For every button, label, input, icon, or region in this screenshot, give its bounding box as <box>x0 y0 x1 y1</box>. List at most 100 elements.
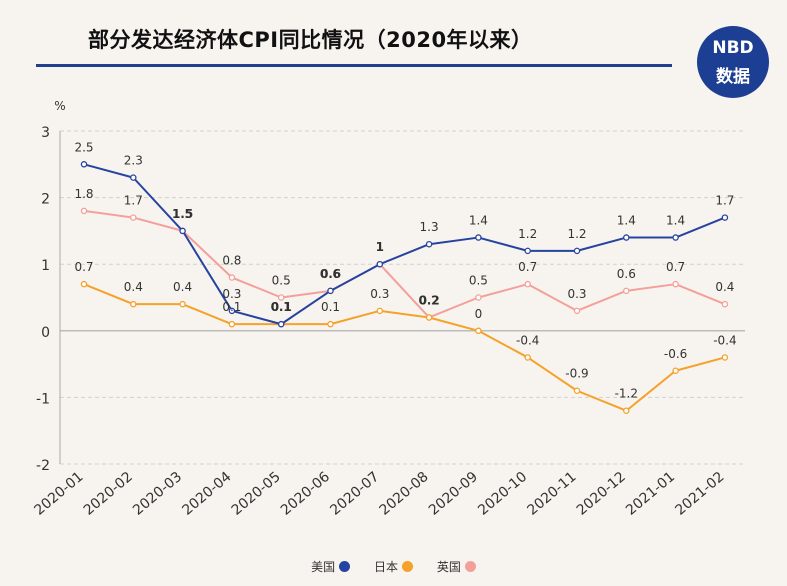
data-point-美国 <box>277 320 285 328</box>
legend-label-jp: 日本 <box>373 560 398 574</box>
data-point-美国 <box>672 234 679 241</box>
data-point-美国 <box>573 247 581 255</box>
data-label-日本: -0.9 <box>565 367 588 381</box>
data-label-日本: -0.4 <box>516 333 539 347</box>
series-line-日本 <box>83 283 726 412</box>
chart-title: 部分发达经济体CPI同比情况（2020年以来） <box>88 28 533 52</box>
x-tick-label: 2020-05 <box>229 469 284 519</box>
legend-item-jp: 日本 <box>374 558 413 575</box>
data-label-美国: 1.3 <box>420 220 439 234</box>
data-label-英国: 1.7 <box>124 194 143 208</box>
legend-label-uk: 英国 <box>436 560 461 574</box>
data-label-英国: 0.6 <box>321 267 340 281</box>
data-label-美国: 1.2 <box>518 227 537 241</box>
data-label-英国: 0.5 <box>469 274 488 288</box>
data-point-英国 <box>228 274 236 281</box>
data-point-日本 <box>672 367 679 375</box>
data-label-英国: 1.8 <box>74 187 93 201</box>
data-point-日本 <box>376 307 384 315</box>
data-point-日本 <box>573 387 581 394</box>
data-point-美国 <box>179 227 186 235</box>
legend-label-us: 美国 <box>311 560 336 574</box>
y-tick-label: 0 <box>41 325 50 341</box>
y-tick-label: -2 <box>36 458 50 474</box>
data-label-日本: 0.4 <box>124 280 143 294</box>
data-point-英国 <box>721 300 729 308</box>
x-tick-label: 2021-01 <box>623 469 678 519</box>
data-point-英国 <box>623 287 630 295</box>
x-tick-label: 2020-10 <box>475 469 530 519</box>
data-label-英国: 1.5 <box>173 207 192 221</box>
data-label-英国: 0.4 <box>715 280 734 294</box>
x-tick-label: 2020-02 <box>81 469 136 519</box>
x-tick-label: 2020-01 <box>31 469 86 519</box>
data-label-英国: 0.5 <box>272 274 291 288</box>
data-label-美国: 1.4 <box>666 214 685 228</box>
legend-item-uk: 英国 <box>437 558 476 575</box>
data-label-英国: 0.7 <box>666 260 685 274</box>
y-tick-label: 1 <box>41 258 50 274</box>
y-tick-label: -1 <box>36 391 50 407</box>
data-label-英国: 0.2 <box>420 293 439 307</box>
data-point-美国 <box>228 307 236 315</box>
data-point-日本 <box>179 300 186 308</box>
y-tick-label: 3 <box>41 125 50 141</box>
data-label-美国: 0.3 <box>222 287 241 301</box>
data-point-美国 <box>376 260 384 268</box>
data-point-日本 <box>228 320 236 328</box>
data-label-美国: 1 <box>376 240 384 254</box>
data-label-美国: 1.5 <box>172 207 193 221</box>
data-label-英国: 1 <box>376 240 384 254</box>
data-label-英国: 0.7 <box>518 260 537 274</box>
data-label-日本: 0.4 <box>173 280 192 294</box>
data-label-日本: 0.7 <box>74 260 93 274</box>
data-point-美国 <box>524 247 531 255</box>
data-label-日本: 0.3 <box>370 287 389 301</box>
data-point-英国 <box>80 207 88 215</box>
data-point-美国 <box>475 234 482 241</box>
data-label-美国: 2.5 <box>74 140 93 154</box>
data-point-英国 <box>130 214 137 221</box>
data-label-美国: 1.4 <box>617 214 636 228</box>
series-line-英国 <box>83 209 726 319</box>
data-point-英国 <box>672 280 679 288</box>
data-label-美国: 0.6 <box>320 267 341 281</box>
data-point-美国 <box>425 240 433 248</box>
data-label-英国: 0.8 <box>222 254 241 268</box>
y-axis-unit: % <box>54 99 65 113</box>
x-tick-label: 2020-06 <box>278 469 333 519</box>
x-tick-label: 2020-04 <box>179 469 234 519</box>
legend-marker-us <box>339 561 351 572</box>
data-point-日本 <box>475 327 482 335</box>
data-label-美国: 1.7 <box>715 194 734 208</box>
x-tick-label: 2020-03 <box>130 469 185 519</box>
data-point-美国 <box>623 234 630 241</box>
data-point-美国 <box>130 174 137 181</box>
x-tick-label: 2020-08 <box>377 469 432 519</box>
logo-text-top: NBD <box>712 38 754 58</box>
data-label-日本: -0.6 <box>664 347 687 361</box>
data-label-美国: 2.3 <box>124 154 143 168</box>
data-label-美国: 1.4 <box>469 214 488 228</box>
data-label-日本: -1.2 <box>615 387 638 401</box>
data-label-日本: 0.1 <box>222 300 241 314</box>
data-label-日本: 0 <box>475 307 483 321</box>
data-label-美国: 1.2 <box>567 227 586 241</box>
data-label-日本: -0.4 <box>713 333 736 347</box>
data-label-日本: 0.1 <box>272 300 291 314</box>
data-point-日本 <box>327 320 334 328</box>
data-label-日本: 0.2 <box>418 293 439 307</box>
data-point-英国 <box>277 294 285 301</box>
data-point-美国 <box>327 287 334 295</box>
y-tick-label: 2 <box>41 192 50 208</box>
legend-item-us: 美国 <box>311 558 351 575</box>
data-point-日本 <box>524 354 531 361</box>
data-point-英国 <box>475 294 482 301</box>
data-label-日本: 0.1 <box>321 300 340 314</box>
data-label-美国: 0.1 <box>271 300 292 314</box>
data-label-英国: 0.6 <box>617 267 636 281</box>
x-tick-label: 2020-09 <box>426 469 481 519</box>
nbd-logo: NBD 数据 <box>697 26 769 98</box>
data-point-日本 <box>721 354 729 361</box>
